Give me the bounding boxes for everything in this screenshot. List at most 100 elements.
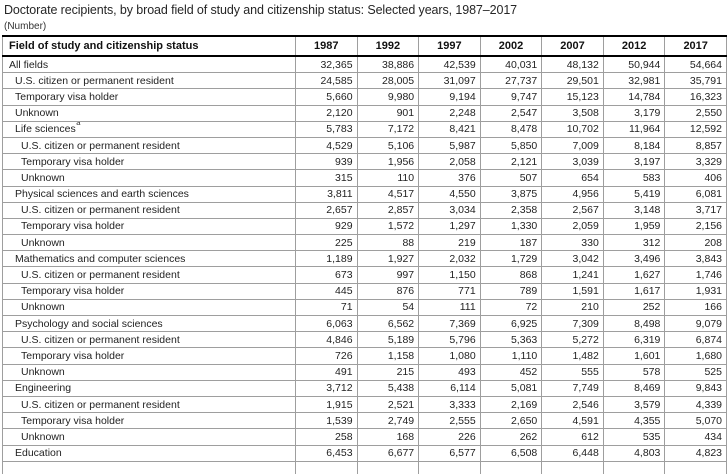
value-cell: 262 <box>479 428 543 446</box>
value-cell: 1,627 <box>602 266 666 284</box>
value-cell: 1,482 <box>541 347 604 365</box>
value-cell <box>356 460 420 474</box>
value-cell: 5,106 <box>356 136 420 155</box>
table-row: Engineering 3,712 5,438 6,114 5,081 7,749 8,46… <box>2 379 727 397</box>
value-cell: 1,746 <box>664 266 727 284</box>
value-cell: 2,567 <box>541 201 604 219</box>
value-cell: 2,120 <box>295 104 358 122</box>
value-cell: 32,365 <box>295 55 358 74</box>
value-cell: 16,323 <box>664 88 727 106</box>
value-cell: 312 <box>602 234 666 252</box>
value-cell: 42,539 <box>418 55 481 74</box>
table-row: U.S. citizen or permanent resident 1,915 2… <box>2 395 727 414</box>
column-header-1997: 1997 <box>418 35 481 57</box>
value-cell: 535 <box>602 428 666 446</box>
value-cell: 1,956 <box>356 153 420 171</box>
table-row: Temporary visa holder 5,660 9,980 9,194 9,74… <box>2 88 727 106</box>
table-row: Temporary visa holder 939 1,956 2,058 2,121 3… <box>2 153 727 171</box>
row-label: Temporary visa holder <box>2 412 296 430</box>
value-cell: 6,114 <box>418 379 481 397</box>
row-label: Temporary visa holder <box>2 88 296 106</box>
value-cell: 8,478 <box>479 120 543 138</box>
value-cell: 2,547 <box>479 104 543 122</box>
value-cell: 1,931 <box>664 282 727 300</box>
row-label: Temporary visa holder <box>2 153 296 171</box>
value-cell: 654 <box>541 169 604 187</box>
value-cell: 5,660 <box>295 88 358 106</box>
value-cell: 5,783 <box>295 120 358 138</box>
value-cell: 5,419 <box>602 185 666 203</box>
value-cell <box>479 460 543 474</box>
value-cell: 1,729 <box>479 250 543 268</box>
table-row: Physical sciences and earth sciences 3,81… <box>2 185 727 203</box>
value-cell: 445 <box>295 282 358 300</box>
value-cell: 7,009 <box>541 136 604 155</box>
value-cell: 3,034 <box>418 201 481 219</box>
table-row: Unknown 491 215 493 452 555 578 525 <box>2 363 727 381</box>
value-cell: 6,925 <box>479 314 543 333</box>
value-cell: 7,749 <box>541 379 604 397</box>
value-cell: 1,158 <box>356 347 420 365</box>
value-cell: 2,650 <box>479 412 543 430</box>
value-cell: 376 <box>418 169 481 187</box>
unit-label: (Number) <box>4 21 47 32</box>
table-row: Unknown 225 88 219 187 330 312 208 <box>2 234 727 252</box>
value-cell: 939 <box>295 153 358 171</box>
value-cell: 50,944 <box>602 55 666 74</box>
value-cell: 578 <box>602 363 666 381</box>
value-cell: 35,791 <box>664 72 727 90</box>
row-label: Temporary visa holder <box>2 282 296 300</box>
row-label: U.S. citizen or permanent resident <box>2 395 296 414</box>
value-cell: 507 <box>479 169 543 187</box>
table-row: Temporary visa holder 726 1,158 1,080 1,110 1… <box>2 347 727 365</box>
value-cell: 1,080 <box>418 347 481 365</box>
value-cell: 673 <box>295 266 358 284</box>
value-cell: 3,042 <box>541 250 604 268</box>
value-cell: 525 <box>664 363 727 381</box>
value-cell: 72 <box>479 298 543 317</box>
value-cell: 4,529 <box>295 136 358 155</box>
value-cell: 168 <box>356 428 420 446</box>
table-row: Temporary visa holder 1,539 2,749 2,555 2,65… <box>2 412 727 430</box>
value-cell: 226 <box>418 428 481 446</box>
value-cell: 3,579 <box>602 395 666 414</box>
value-cell: 929 <box>295 217 358 236</box>
value-cell: 8,421 <box>418 120 481 138</box>
value-cell: 8,469 <box>602 379 666 397</box>
value-cell: 4,591 <box>541 412 604 430</box>
value-cell: 7,172 <box>356 120 420 138</box>
value-cell: 111 <box>418 298 481 317</box>
value-cell: 4,517 <box>356 185 420 203</box>
value-cell: 5,081 <box>479 379 543 397</box>
value-cell: 5,272 <box>541 331 604 349</box>
row-label: U.S. citizen or permanent resident <box>2 201 296 219</box>
value-cell: 28,005 <box>356 72 420 90</box>
value-cell: 434 <box>664 428 727 446</box>
row-label: Unknown <box>2 363 296 381</box>
row-label: Education <box>2 444 296 462</box>
value-cell: 29,501 <box>541 72 604 90</box>
table-row: Life sciencesa 5,783 7,172 8,421 8,478 10,702… <box>2 120 727 138</box>
value-cell: 9,843 <box>664 379 727 397</box>
table-row: Unknown 2,120 901 2,248 2,547 3,508 3,179 2,550 <box>2 104 727 122</box>
value-cell: 219 <box>418 234 481 252</box>
value-cell: 6,319 <box>602 331 666 349</box>
row-label: Life sciencesa <box>2 120 296 138</box>
row-label: Unknown <box>2 169 296 187</box>
value-cell: 2,169 <box>479 395 543 414</box>
value-cell: 7,309 <box>541 314 604 333</box>
value-cell: 110 <box>356 169 420 187</box>
value-cell: 5,438 <box>356 379 420 397</box>
value-cell: 208 <box>664 234 727 252</box>
value-cell: 1,572 <box>356 217 420 236</box>
value-cell: 1,927 <box>356 250 420 268</box>
value-cell: 1,539 <box>295 412 358 430</box>
column-header-2012: 2012 <box>602 35 666 57</box>
row-label: Temporary visa holder <box>2 217 296 236</box>
value-cell: 9,980 <box>356 88 420 106</box>
value-cell: 6,508 <box>479 444 543 462</box>
value-cell: 5,189 <box>356 331 420 349</box>
value-cell: 583 <box>602 169 666 187</box>
value-cell: 4,355 <box>602 412 666 430</box>
table-row-clipped <box>2 460 727 474</box>
